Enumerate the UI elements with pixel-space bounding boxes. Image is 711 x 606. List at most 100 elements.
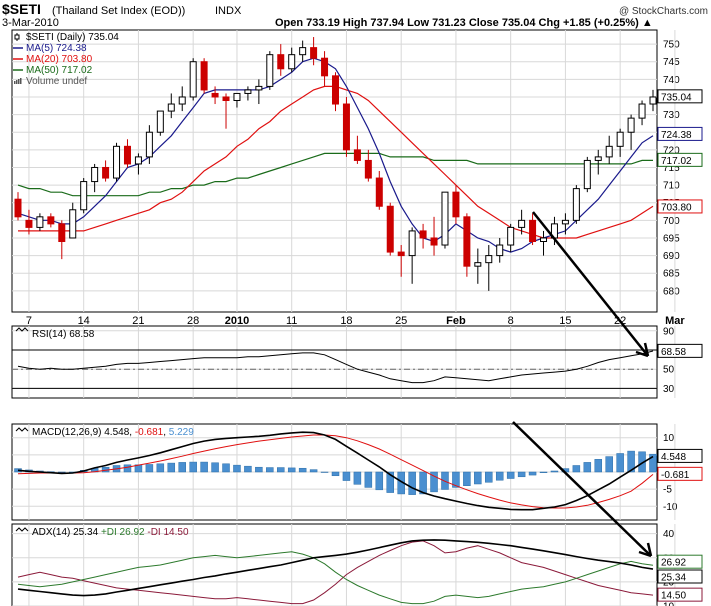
macd-legend-part: ,	[129, 427, 135, 438]
candle-body	[25, 219, 33, 228]
macd-histogram-bar	[287, 467, 296, 473]
candle-body	[91, 166, 99, 183]
candle-body	[605, 145, 613, 158]
macd-histogram-bar	[408, 471, 416, 495]
candle-body	[233, 92, 241, 101]
candle-body	[419, 230, 427, 239]
macd-histogram-bar	[495, 471, 504, 481]
chart-date: 3-Mar-2010	[2, 17, 59, 29]
macd-histogram-bar	[298, 467, 307, 473]
candle-body	[594, 156, 602, 161]
indicator-icon	[15, 427, 29, 432]
macd-histogram-bar	[364, 471, 373, 488]
legend-item: MA(5) 724.38	[26, 43, 87, 54]
bars-icon	[14, 81, 16, 84]
macd-last-label: 4.548	[661, 452, 686, 463]
adx-legend-part: -DI 14.50	[147, 527, 189, 538]
macd-histogram-bar	[266, 467, 274, 473]
price-y-tick: 685	[663, 269, 680, 280]
macd-histogram-bar	[506, 471, 515, 479]
macd-histogram-bar	[342, 471, 351, 481]
candle-body	[299, 47, 307, 56]
candle-body	[36, 216, 44, 228]
adx-title: ADX(14) 25.34 +DI 26.92 -DI 14.50	[32, 527, 189, 538]
macd-histogram-bar	[528, 471, 537, 476]
price-y-tick: 750	[663, 40, 680, 51]
candle-body	[572, 188, 580, 221]
candle-body	[123, 145, 131, 165]
macd-histogram-bar	[222, 463, 230, 473]
legend-item: $SETI (Daily) 735.04	[26, 32, 119, 43]
candle-body	[310, 47, 318, 59]
exchange-label: INDX	[215, 5, 242, 17]
di-minus-last-label-box	[657, 587, 703, 602]
di-minus-line	[17, 540, 654, 605]
copyright-label: @ StockCharts.com	[619, 6, 708, 17]
ma5-last-label-box	[657, 126, 703, 141]
bars-icon	[18, 79, 20, 84]
ma20-last-label-box	[657, 199, 703, 214]
price-last-label-box	[657, 89, 703, 104]
macd-histogram-bar	[539, 471, 548, 473]
price-y-tick: 680	[663, 286, 680, 297]
di-minus-last-label: 14.50	[661, 591, 686, 602]
macd-histogram-bar	[419, 471, 427, 495]
index-name: (Thailand Set Index (EOD))	[52, 5, 185, 17]
candle-body	[583, 159, 591, 190]
candle-body	[200, 61, 208, 91]
macd-y-tick: -5	[663, 485, 672, 496]
candle-body	[386, 205, 394, 253]
macd-histogram-bar	[145, 464, 154, 473]
price-y-tick: 695	[663, 233, 680, 244]
candle-body	[167, 103, 175, 112]
legend-item: Volume undef	[26, 76, 87, 87]
x-axis-label: 14	[78, 315, 90, 327]
rsi-y-tick: 50	[663, 365, 675, 376]
candle-body	[288, 54, 296, 70]
candle-body	[113, 145, 121, 179]
macd-histogram-bar	[605, 456, 613, 473]
macd-histogram-bar	[58, 471, 66, 473]
arrowhead-icon	[635, 342, 650, 358]
candle-body	[474, 262, 482, 267]
candle-body	[452, 191, 460, 218]
adx-y-tick: 40	[663, 529, 675, 540]
macd-histogram-bar	[277, 467, 285, 473]
macd-legend-part: ,	[163, 427, 169, 438]
price-y-tick: 720	[663, 145, 680, 156]
ma20-last-label: 703.80	[661, 202, 692, 213]
indicator-icon	[15, 527, 29, 532]
candle-body	[540, 237, 548, 243]
macd-legend-part: 5.229	[169, 427, 194, 438]
macd-histogram-bar	[386, 471, 394, 493]
candle-icon-body	[14, 34, 20, 40]
candle-body	[58, 223, 66, 242]
legend-item: MA(50) 717.02	[26, 65, 93, 76]
ma50-line	[17, 152, 653, 197]
macd-histogram-bar	[485, 471, 493, 483]
x-axis-label: 25	[395, 315, 407, 327]
ma5-line	[17, 57, 654, 253]
x-axis-label: 7	[26, 315, 32, 327]
candle-body	[375, 177, 383, 207]
candle-body	[277, 54, 285, 70]
candle-body	[266, 54, 274, 87]
candle-body	[496, 244, 504, 257]
macd-histogram-bar	[463, 471, 471, 486]
macd-last-label-box	[657, 448, 703, 463]
x-axis-label: Mar	[665, 315, 685, 327]
di-plus-last-label-box	[657, 554, 703, 569]
candle-body	[616, 131, 624, 147]
macd-histogram-bar	[594, 459, 603, 473]
di-plus-line	[17, 551, 654, 605]
candle-body	[178, 96, 186, 105]
candle-body	[507, 226, 515, 246]
macd-y-tick: -10	[663, 502, 678, 513]
x-axis-label: 15	[559, 315, 571, 327]
rsi-frame	[11, 325, 658, 399]
macd-histogram-bar	[123, 464, 132, 473]
macd-histogram-bar	[517, 471, 526, 478]
price-y-tick: 700	[663, 216, 680, 227]
